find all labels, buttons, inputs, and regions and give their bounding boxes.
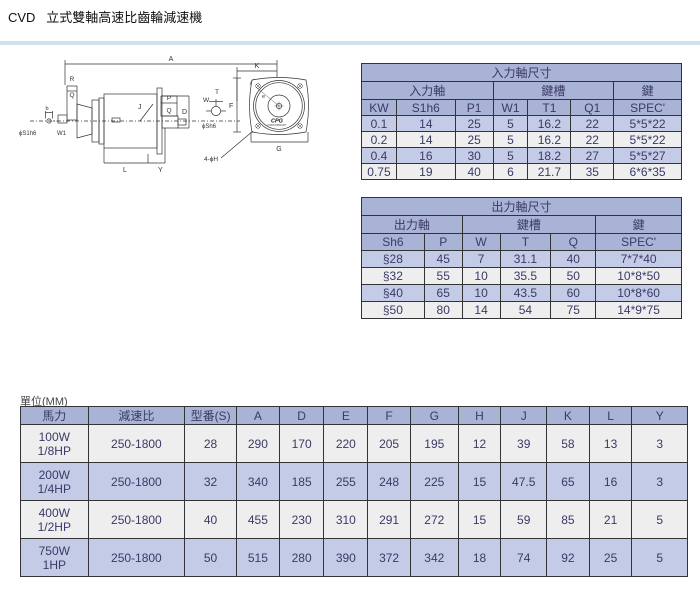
svg-text:b: b: [45, 106, 48, 112]
svg-text:D: D: [182, 109, 187, 116]
svg-text:G: G: [276, 146, 281, 153]
svg-text:W1: W1: [57, 131, 67, 137]
svg-text:4-ϕH: 4-ϕH: [204, 156, 218, 163]
svg-text:R: R: [70, 76, 75, 83]
svg-text:ϕS1h6: ϕS1h6: [19, 131, 37, 137]
svg-text:Q: Q: [166, 108, 171, 115]
svg-text:J: J: [138, 104, 142, 111]
svg-text:F: F: [229, 103, 233, 110]
svg-text:CHAIN PRODUCT: CHAIN PRODUCT: [267, 124, 287, 127]
svg-text:T: T: [215, 89, 219, 96]
svg-text:ϕSh6: ϕSh6: [202, 124, 217, 130]
svg-text:e: e: [262, 94, 265, 100]
svg-text:K: K: [255, 63, 260, 70]
svg-text:CPG: CPG: [271, 119, 284, 125]
svg-text:Y: Y: [158, 167, 163, 174]
svg-text:W: W: [203, 97, 210, 104]
svg-text:L: L: [123, 167, 127, 174]
svg-text:A: A: [169, 56, 174, 63]
svg-text:Q: Q: [69, 92, 74, 99]
